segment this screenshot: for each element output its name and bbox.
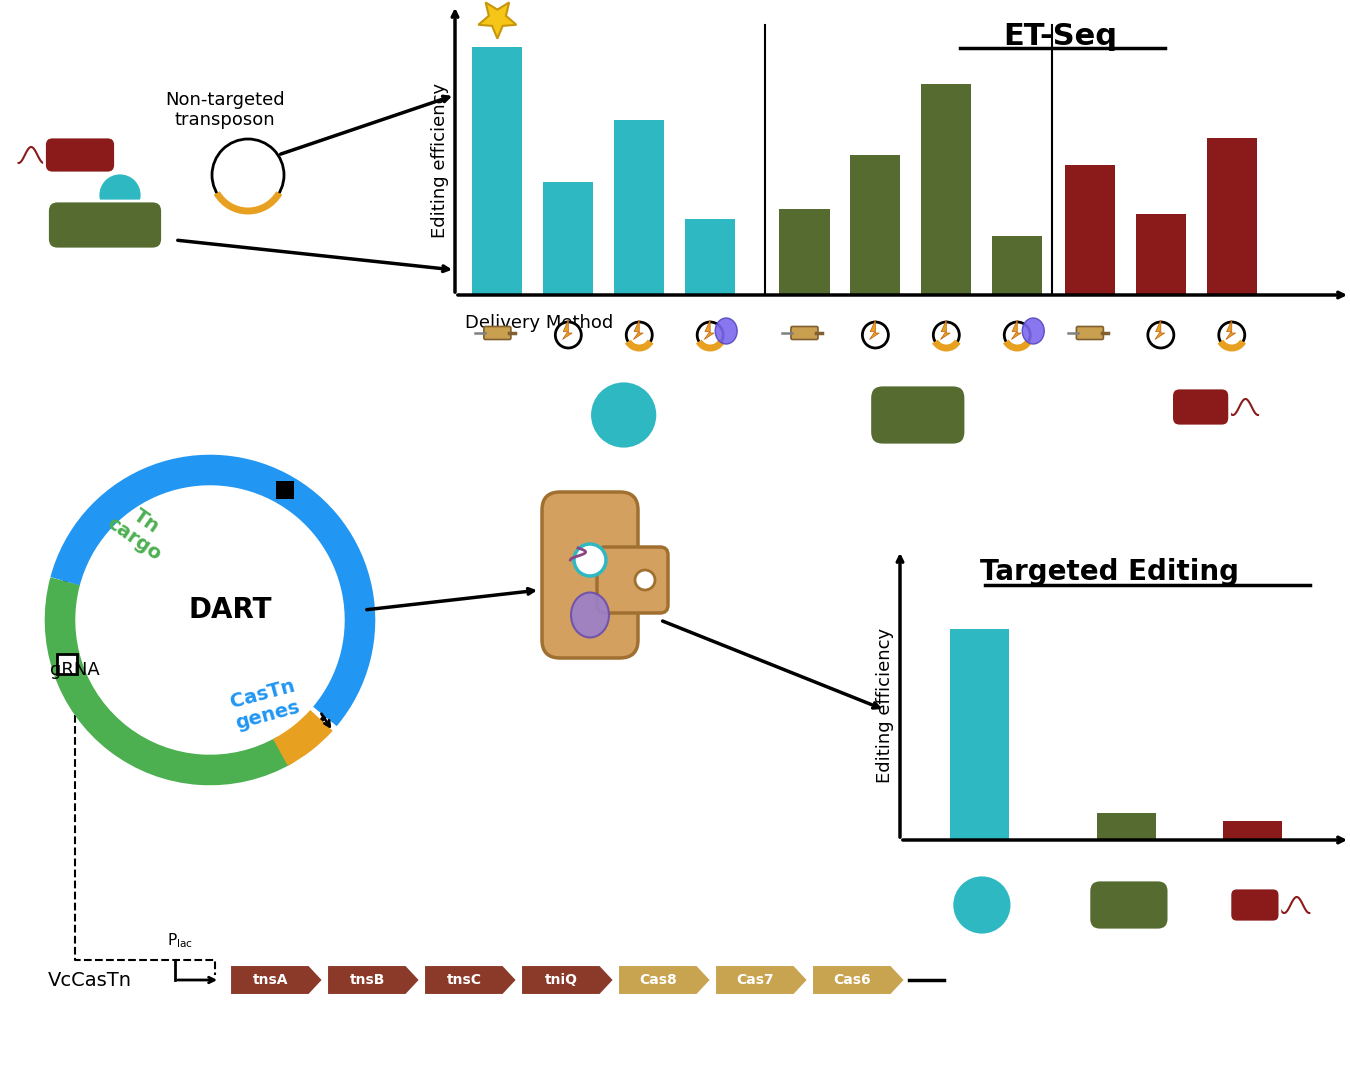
FancyArrow shape	[230, 965, 323, 995]
Text: Non-targeted
transposon: Non-targeted transposon	[165, 90, 285, 129]
Bar	[58, 655, 76, 673]
Circle shape	[1004, 322, 1030, 348]
Text: Targeted Editing: Targeted Editing	[980, 558, 1239, 586]
Circle shape	[574, 544, 606, 576]
Bar	[543, 182, 594, 295]
Text: Cas6: Cas6	[834, 973, 871, 987]
Polygon shape	[633, 320, 643, 339]
Polygon shape	[869, 320, 879, 339]
Bar	[1207, 139, 1257, 295]
Text: ET-Seq: ET-Seq	[1003, 22, 1116, 51]
Polygon shape	[1226, 320, 1235, 339]
FancyBboxPatch shape	[1076, 326, 1103, 339]
Circle shape	[212, 139, 284, 211]
FancyArrow shape	[521, 965, 614, 995]
Text: Editing efficiency: Editing efficiency	[876, 628, 894, 783]
Ellipse shape	[571, 592, 609, 638]
Bar	[1223, 821, 1282, 840]
Bar	[1135, 214, 1185, 295]
FancyBboxPatch shape	[47, 201, 162, 249]
Circle shape	[933, 322, 960, 348]
Bar	[950, 629, 1010, 840]
Bar	[850, 155, 900, 295]
Bar	[992, 236, 1042, 295]
Circle shape	[863, 322, 888, 348]
Text: VcCasTn: VcCasTn	[49, 970, 132, 990]
Bar	[1065, 166, 1115, 295]
FancyBboxPatch shape	[791, 326, 818, 339]
Text: Cas7: Cas7	[737, 973, 775, 987]
FancyBboxPatch shape	[1230, 889, 1280, 922]
Polygon shape	[941, 320, 950, 339]
Polygon shape	[1011, 320, 1021, 339]
Bar	[57, 654, 77, 674]
Circle shape	[634, 570, 655, 590]
Circle shape	[1219, 322, 1245, 348]
Bar	[472, 46, 522, 295]
Text: tnsC: tnsC	[447, 973, 482, 987]
Polygon shape	[705, 320, 714, 339]
Text: tnsB: tnsB	[350, 973, 385, 987]
Polygon shape	[478, 2, 517, 39]
FancyBboxPatch shape	[541, 492, 639, 658]
Circle shape	[59, 470, 360, 770]
Text: Cas8: Cas8	[640, 973, 678, 987]
Circle shape	[697, 322, 724, 348]
FancyBboxPatch shape	[1172, 388, 1230, 426]
Bar	[921, 84, 972, 295]
Polygon shape	[563, 320, 572, 339]
Text: DART: DART	[188, 596, 271, 624]
Text: Delivery Method: Delivery Method	[464, 314, 613, 332]
Circle shape	[590, 381, 657, 449]
Text: CasTn
genes: CasTn genes	[228, 676, 302, 733]
FancyArrow shape	[716, 965, 809, 995]
FancyBboxPatch shape	[597, 547, 668, 613]
Circle shape	[555, 322, 582, 348]
Polygon shape	[1156, 320, 1165, 339]
FancyBboxPatch shape	[1089, 880, 1169, 931]
Bar	[614, 120, 664, 295]
Circle shape	[99, 173, 142, 216]
Text: tniQ: tniQ	[545, 973, 578, 987]
Text: $\mathregular{P_{lac}}$: $\mathregular{P_{lac}}$	[167, 932, 193, 950]
Bar	[779, 209, 829, 295]
FancyBboxPatch shape	[45, 137, 116, 173]
Ellipse shape	[1022, 318, 1045, 344]
Text: gRNA: gRNA	[50, 661, 100, 679]
Bar	[275, 481, 294, 499]
FancyArrow shape	[811, 965, 905, 995]
Circle shape	[626, 322, 652, 348]
FancyArrow shape	[327, 965, 420, 995]
Ellipse shape	[716, 318, 737, 344]
FancyArrow shape	[618, 965, 711, 995]
Bar	[1098, 813, 1156, 840]
Bar	[684, 220, 736, 295]
FancyBboxPatch shape	[869, 384, 965, 445]
Text: Tn
cargo: Tn cargo	[103, 495, 177, 564]
FancyBboxPatch shape	[483, 326, 510, 339]
Text: tnsA: tnsA	[252, 973, 289, 987]
Circle shape	[1148, 322, 1174, 348]
Text: Editing efficiency: Editing efficiency	[431, 83, 450, 238]
Circle shape	[952, 875, 1012, 935]
FancyArrow shape	[424, 965, 517, 995]
